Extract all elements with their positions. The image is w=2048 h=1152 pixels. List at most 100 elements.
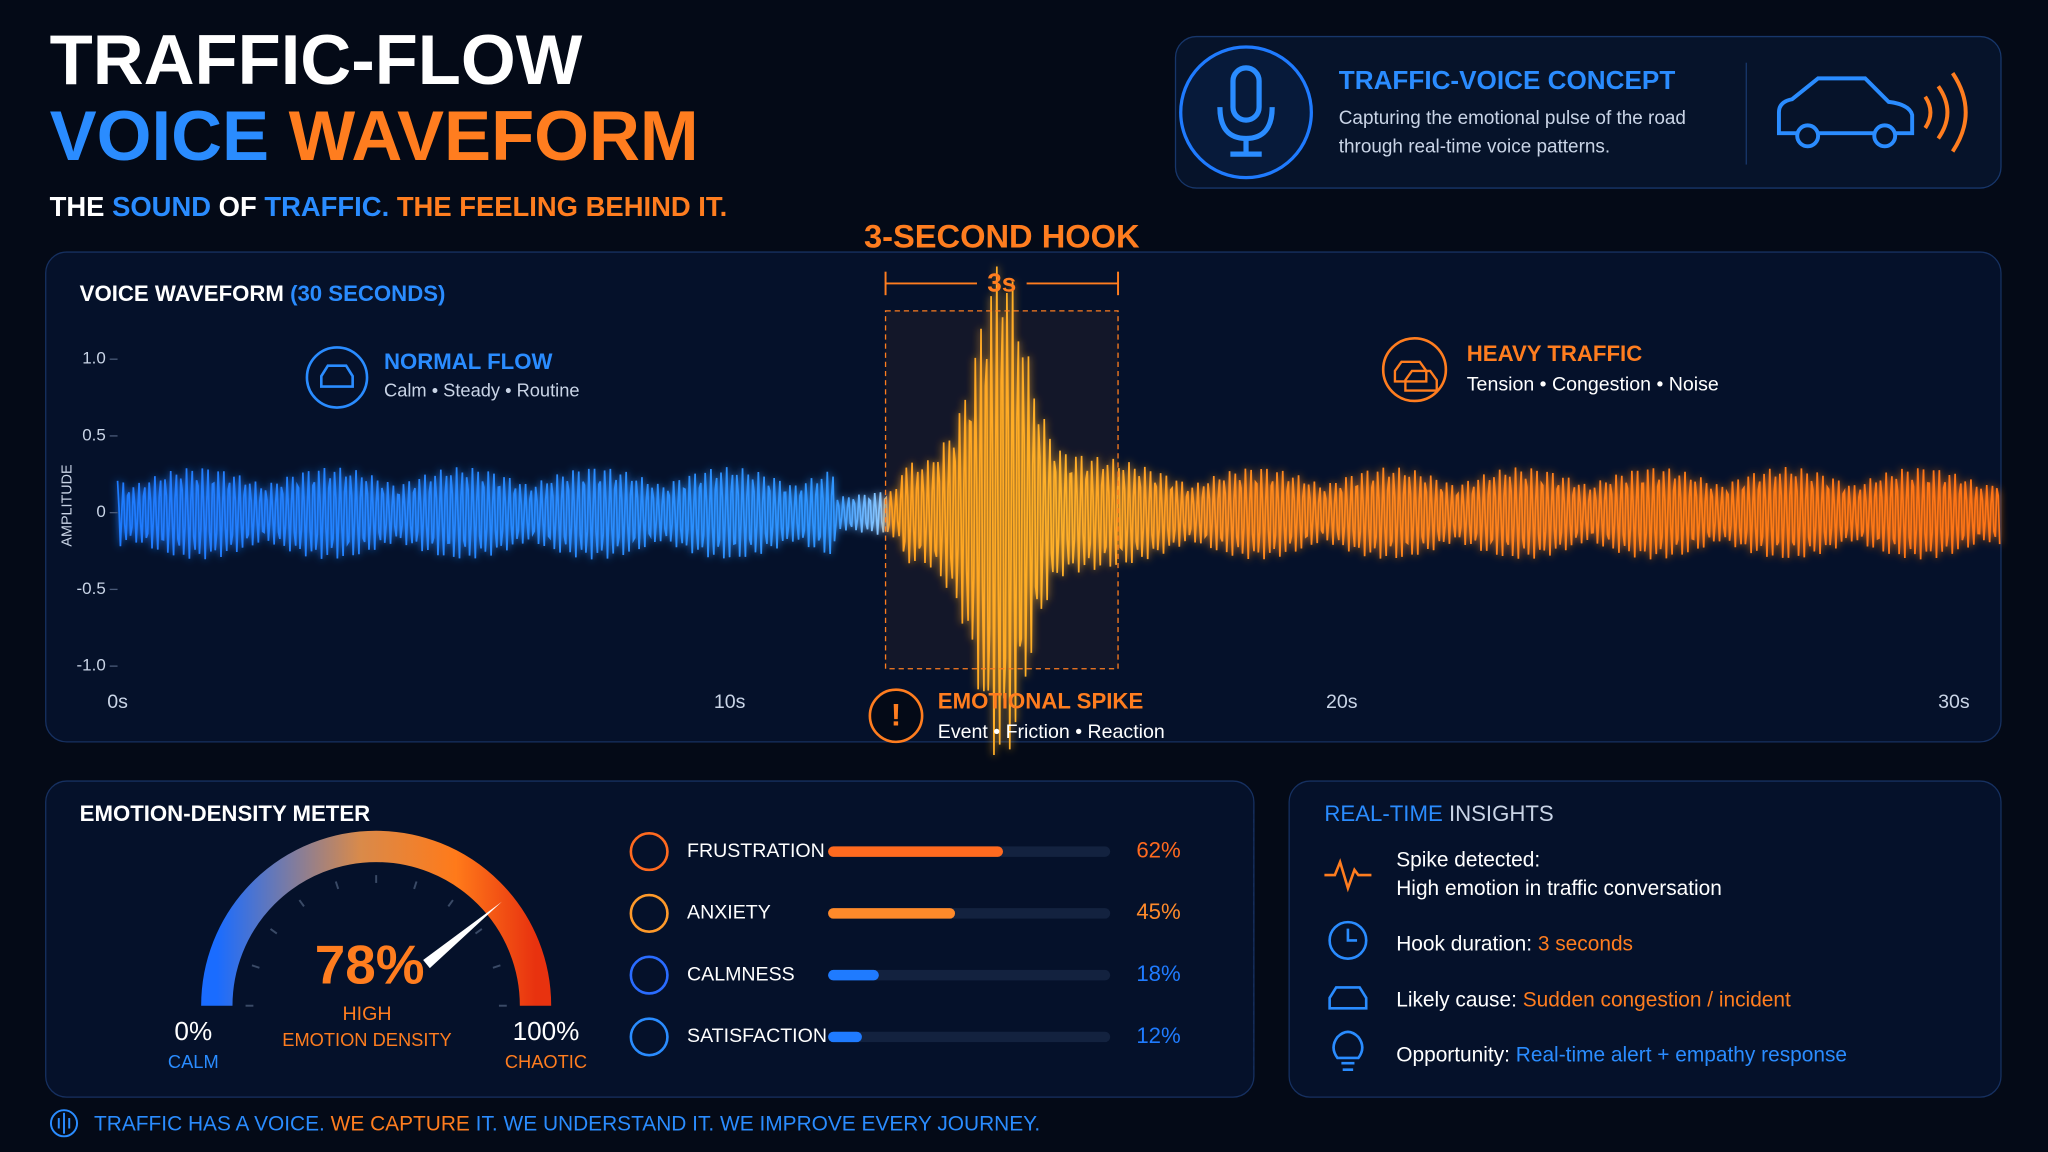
gauge-tick [334,881,340,890]
insight-line: Likely cause: Sudden congestion / incide… [1396,988,1791,1011]
annotation-icon [1381,336,1448,403]
y-tick-label: 0.5 [82,425,106,444]
footer-icon [49,1109,79,1138]
gauge-needle [423,901,502,969]
hook-bracket [884,271,1120,296]
gauge-tick [298,899,305,907]
insight-icon [1328,986,1368,1010]
emotion-name: FRUSTRATION [687,840,825,862]
car-icon [1776,76,1915,149]
emotion-track [828,969,1111,981]
insight-label: Likely cause: [1396,988,1517,1011]
emotion-track [828,1031,1111,1043]
waveform-title: VOICE WAVEFORM (30 SECONDS) [80,281,446,306]
insight-text: 3 seconds [1538,932,1633,955]
gauge-tick [447,899,454,907]
hook-box [884,310,1119,670]
emotion-list: FRUSTRATION 62% ANXIETY 45% CALMNESS 18% SATIS… [629,832,1181,1057]
waveform [116,266,2001,755]
gauge-tick [492,964,501,969]
mic-icon [1179,45,1313,180]
insight-line: Opportunity: Real-time alert + empathy r… [1396,1043,1847,1066]
insight-text: Sudden congestion / incident [1523,988,1791,1011]
footer: TRAFFIC HAS A VOICE. WE CAPTURE IT. WE U… [94,1112,1040,1135]
concept-panel [1174,35,2002,189]
title-part: REAL-TIME [1324,801,1442,826]
emotion-value: 12% [1136,1023,1180,1048]
meter-title: EMOTION-DENSITY METER [80,801,371,826]
insight-line: Hook duration: 3 seconds [1396,932,1633,955]
title-part: VOICE WAVEFORM [80,281,284,306]
concept-text: Capturing the emotional pulse of the roa… [1339,108,1686,129]
annotation-glyph: ! [891,697,901,732]
insight-label: Opportunity: [1396,1043,1510,1066]
concept-text: through real-time voice patterns. [1339,137,1610,158]
tagline-part: TRAFFIC. [264,191,389,222]
annotation-glyph [320,364,354,388]
meter-min: 0% [174,1016,212,1046]
waveform-line [116,266,2001,755]
emotion-icon [629,893,669,933]
gauge-arc [201,830,552,1006]
mic-glyph [1217,65,1275,157]
insight-icon [1332,1030,1364,1072]
insight-icon [1324,858,1372,893]
insight-icon [1328,920,1368,960]
annotation-text: Calm • Steady • Routine [384,380,580,401]
meter-min-caption: CALM [168,1051,219,1072]
sound-icon [1923,72,1968,153]
emotion-bar [828,1031,862,1043]
tagline-part: THE [50,191,105,222]
x-tick-label: 30s [1938,691,1970,713]
emotion-name: SATISFACTION [687,1025,827,1047]
annotation-glyph [1393,360,1438,392]
tagline-part: OF [219,191,257,222]
title-part: INSIGHTS [1449,801,1554,826]
footer-part: WE CAPTURE [331,1112,470,1135]
insight-label: Spike detected: [1396,848,1540,871]
tagline-part: SOUND [112,191,211,222]
title-line2: VOICE WAVEFORM [50,96,699,175]
waveform-panel [45,251,2002,743]
emotion-icon [629,1017,669,1057]
annotation-icon [868,688,924,744]
emotion-icon [629,832,669,872]
emotion-value: 18% [1136,961,1180,986]
gauge-tick [251,964,260,969]
insight-label: Hook duration: [1396,932,1532,955]
insight-icon [1346,928,1358,942]
gauge-tick [474,928,483,935]
annotation-text: Tension • Congestion • Noise [1467,373,1719,395]
meter-caption: EMOTION DENSITY [282,1029,451,1050]
title-part: (30 SECONDS) [290,281,445,306]
footer-part: TRAFFIC HAS A VOICE. [94,1112,325,1135]
annotation-icon [305,346,369,409]
concept-title: TRAFFIC-VOICE CONCEPT [1339,65,1676,95]
emotion-name: ANXIETY [687,902,771,924]
insight-text: High emotion in traffic conversation [1396,877,1722,900]
title-word: VOICE [50,96,269,175]
footer-part: IT. [476,1112,498,1135]
meter-max: 100% [513,1016,580,1046]
emotion-icon [629,955,669,995]
meter-max-caption: CHAOTIC [505,1051,587,1072]
meter-level: HIGH [343,1003,392,1025]
annotation-text: Event • Friction • Reaction [938,721,1165,743]
title-word: WAVEFORM [289,96,699,175]
insights-panel [1288,780,2002,1098]
emotion-bar [828,908,956,919]
gauge-tick [269,928,278,935]
hook-duration: 3s [987,268,1016,298]
gauge-ticks [245,875,507,1007]
annotation-title: EMOTIONAL SPIKE [938,689,1143,714]
x-tick-label: 10s [714,691,746,713]
emotion-value: 45% [1136,899,1180,924]
tagline-part: THE FEELING BEHIND IT. [397,191,727,222]
tagline: THE SOUND OF TRAFFIC. THE FEELING BEHIND… [50,191,728,222]
y-tick-label: -0.5 [77,579,106,598]
emotion-value: 62% [1136,837,1180,862]
emotion-bar [828,846,1003,857]
y-tick-label: -1.0 [77,656,106,675]
